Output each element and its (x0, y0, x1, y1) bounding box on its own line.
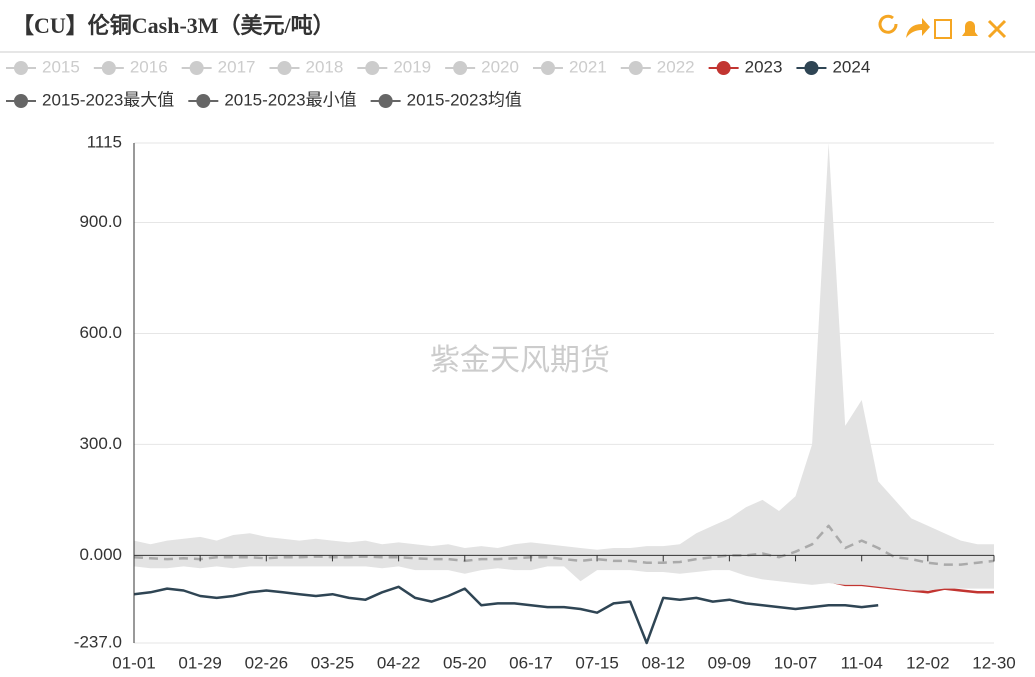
chart-title: 【CU】伦铜Cash-3M（美元/吨） (12, 13, 335, 38)
y-tick-label: 300.0 (79, 434, 122, 453)
legend-marker (101, 61, 116, 75)
legend-label: 2021 (569, 57, 607, 76)
watermark: 紫金天风期货 (430, 344, 610, 377)
legend-label: 2022 (657, 57, 695, 76)
legend-label: 2019 (393, 57, 431, 76)
line (133, 524, 995, 566)
legend-marker (378, 94, 393, 108)
legend-marker (453, 61, 468, 75)
legend-label: 2016 (130, 57, 168, 76)
legend-marker (628, 61, 643, 75)
legend-label: 2023 (745, 57, 783, 76)
x-tick-label: 01-01 (112, 653, 155, 672)
legend-label: 2020 (481, 57, 519, 76)
x-tick-label: 10-07 (774, 653, 817, 672)
fullscreen-icon[interactable] (987, 19, 1007, 39)
share-icon[interactable] (906, 18, 930, 38)
save-icon[interactable] (934, 19, 952, 39)
legend-marker (804, 61, 819, 75)
legend-label: 2015-2023最小值 (224, 90, 356, 109)
y-tick-label: 0.000 (79, 545, 122, 564)
legend-label: 2015-2023最大值 (42, 90, 174, 109)
legend-marker (365, 61, 380, 75)
legend-marker (189, 61, 204, 75)
y-tick-label: 1115 (87, 132, 122, 151)
refresh-icon[interactable] (878, 14, 898, 34)
x-tick-label: 12-30 (972, 653, 1015, 672)
bell-icon[interactable] (962, 21, 978, 36)
legend-marker (14, 61, 28, 75)
y-tick-label: -237.0 (74, 632, 122, 651)
line (133, 585, 879, 645)
legend-marker (277, 61, 292, 75)
legend-marker (540, 61, 555, 75)
x-tick-label: 07-15 (575, 653, 618, 672)
legend-marker (14, 94, 28, 108)
x-tick-label: 05-20 (443, 653, 486, 672)
x-tick-label: 04-22 (377, 653, 420, 672)
x-tick-label: 08-12 (641, 653, 684, 672)
x-tick-label: 12-02 (906, 653, 949, 672)
plot (133, 143, 995, 645)
legend-label: 2018 (305, 57, 343, 76)
x-tick-label: 06-17 (509, 653, 552, 672)
legend-marker (716, 61, 731, 75)
x-tick-label: 03-25 (311, 653, 354, 672)
x-tick-label: 09-09 (708, 653, 751, 672)
x-tick-label: 11-04 (841, 653, 883, 672)
legend-label: 2015-2023均值 (407, 90, 522, 109)
legend-label: 2017 (218, 57, 256, 76)
legend-marker (196, 94, 211, 108)
area (134, 143, 994, 556)
area (134, 555, 994, 591)
x-tick-label: 01-29 (178, 653, 221, 672)
legend-label: 2024 (832, 57, 870, 76)
legend-label: 2015 (42, 57, 80, 76)
x-tick-label: 02-26 (245, 653, 288, 672)
y-tick-label: 900.0 (79, 212, 122, 231)
toolbox[interactable] (878, 14, 1007, 39)
y-tick-label: 600.0 (79, 323, 122, 342)
